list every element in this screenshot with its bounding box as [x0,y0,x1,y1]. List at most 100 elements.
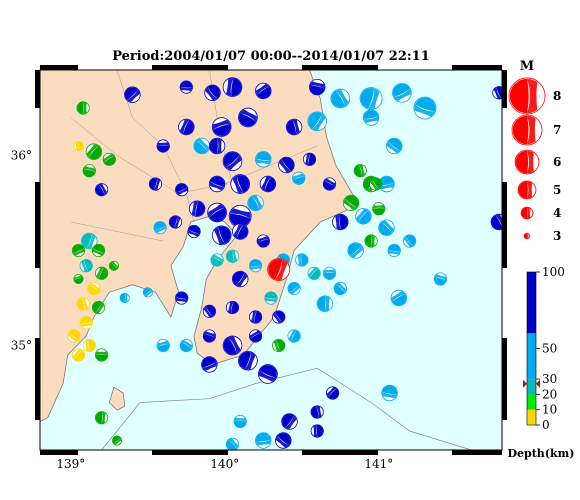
frame-tick [35,338,40,420]
frame-tick [35,70,40,108]
earthquake-beachball [142,287,153,298]
magnitude-legend-beachball [523,232,531,240]
earthquake-beachball [178,118,195,136]
earthquake-beachball [249,329,263,343]
depth-marker-right [536,379,540,388]
magnitude-legend-beachball [517,180,537,200]
earthquake-beachball [71,243,86,258]
earthquake-beachball [225,249,240,263]
earthquake-beachball [71,348,86,362]
earthquake-beachball [247,194,264,212]
earthquake-beachball [281,413,298,430]
earthquake-beachball [433,272,447,286]
earthquake-beachball [369,177,383,191]
earthquake-beachball [231,223,249,240]
earthquake-beachball [225,437,240,450]
earthquake-beachball [208,137,226,155]
earthquake-beachball [168,215,183,229]
earthquake-beachball [386,137,403,155]
frame-tick [302,65,378,70]
frame-tick [502,70,507,108]
earthquake-beachball [272,310,286,324]
earthquake-beachball [91,300,106,315]
x-tick-label: 141° [364,457,393,471]
earthquake-beachball [347,242,364,259]
earthquake-beachball [79,316,93,330]
earthquake-beachball [256,234,270,248]
earthquake-beachball [112,435,122,446]
magnitude-legend-label: 6 [553,155,561,169]
magnitude-legend-label: 3 [553,229,561,243]
frame-tick [452,65,502,70]
depth-tick-label: 20 [542,387,557,401]
earthquake-beachball [355,208,372,225]
earthquake-beachball [322,266,337,280]
earthquake-beachball [179,338,193,353]
depth-tick-label: 0 [542,418,550,432]
earthquake-beachball [249,310,263,324]
depth-color-band [527,409,536,425]
earthquake-beachball [73,141,84,151]
earthquake-beachball [333,281,347,296]
earthquake-beachball [210,253,224,267]
earthquake-beachball [258,364,278,384]
earthquake-beachball [381,384,398,402]
earthquake-beachball [82,164,96,178]
depth-tick-label: 10 [542,403,557,417]
earthquake-beachball [490,213,502,231]
prefecture-border [70,221,164,242]
earthquake-beachball [264,291,278,305]
earthquake-beachball [255,82,272,100]
earthquake-beachball [124,86,141,103]
earthquake-beachball [67,329,81,343]
earthquake-beachball [202,329,216,343]
depth-color-band [527,272,536,334]
magnitude-legend-label: 4 [553,206,561,220]
earthquake-beachball [238,107,258,128]
earthquake-beachball [322,177,337,191]
earthquake-beachball [73,274,84,284]
depth-color-band [527,379,536,395]
earthquake-beachball [222,151,243,171]
earthquake-beachball [364,234,378,248]
earthquake-beachball [295,253,309,267]
earthquake-beachball [413,96,437,120]
earthquake-beachball [94,348,109,362]
earthquake-beachball [275,432,292,449]
frame-tick [502,338,507,420]
magnitude-legend-label: 5 [553,183,561,197]
earthquake-beachball [231,270,249,288]
earthquake-beachball [316,295,334,312]
earthquake-beachball [188,200,206,217]
earthquake-beachball [85,143,103,160]
earthquake-beachball [353,164,367,178]
earthquake-beachball [207,202,227,223]
earthquake-beachball [148,177,163,191]
earthquake-beachball [108,260,119,271]
frame-tick [40,65,78,70]
depth-scale-title: Depth(km) [508,447,575,460]
earthquake-beachball [362,109,380,126]
earthquake-beachball [87,281,101,296]
frame-tick [452,450,502,455]
earthquake-beachball [102,152,116,166]
earthquake-beachball [272,338,286,353]
earthquake-beachball [326,386,340,400]
earthquake-beachball [204,84,221,102]
earthquake-beachball [292,171,306,185]
earthquake-beachball [156,139,170,153]
earthquake-beachball [278,156,295,174]
x-tick-label: 140° [210,457,239,471]
earthquake-beachball [332,213,349,231]
earthquake-beachball [222,77,243,97]
earthquake-beachball [175,291,189,305]
earthquake-beachball [208,175,226,193]
highlight-event-beachball [267,258,291,281]
earthquake-beachball [82,338,96,353]
depth-color-band [527,333,536,380]
earthquake-beachball [285,118,303,136]
frame-tick [502,182,507,268]
earthquake-beachball [287,281,301,296]
magnitude-legend-title: M [520,59,534,74]
